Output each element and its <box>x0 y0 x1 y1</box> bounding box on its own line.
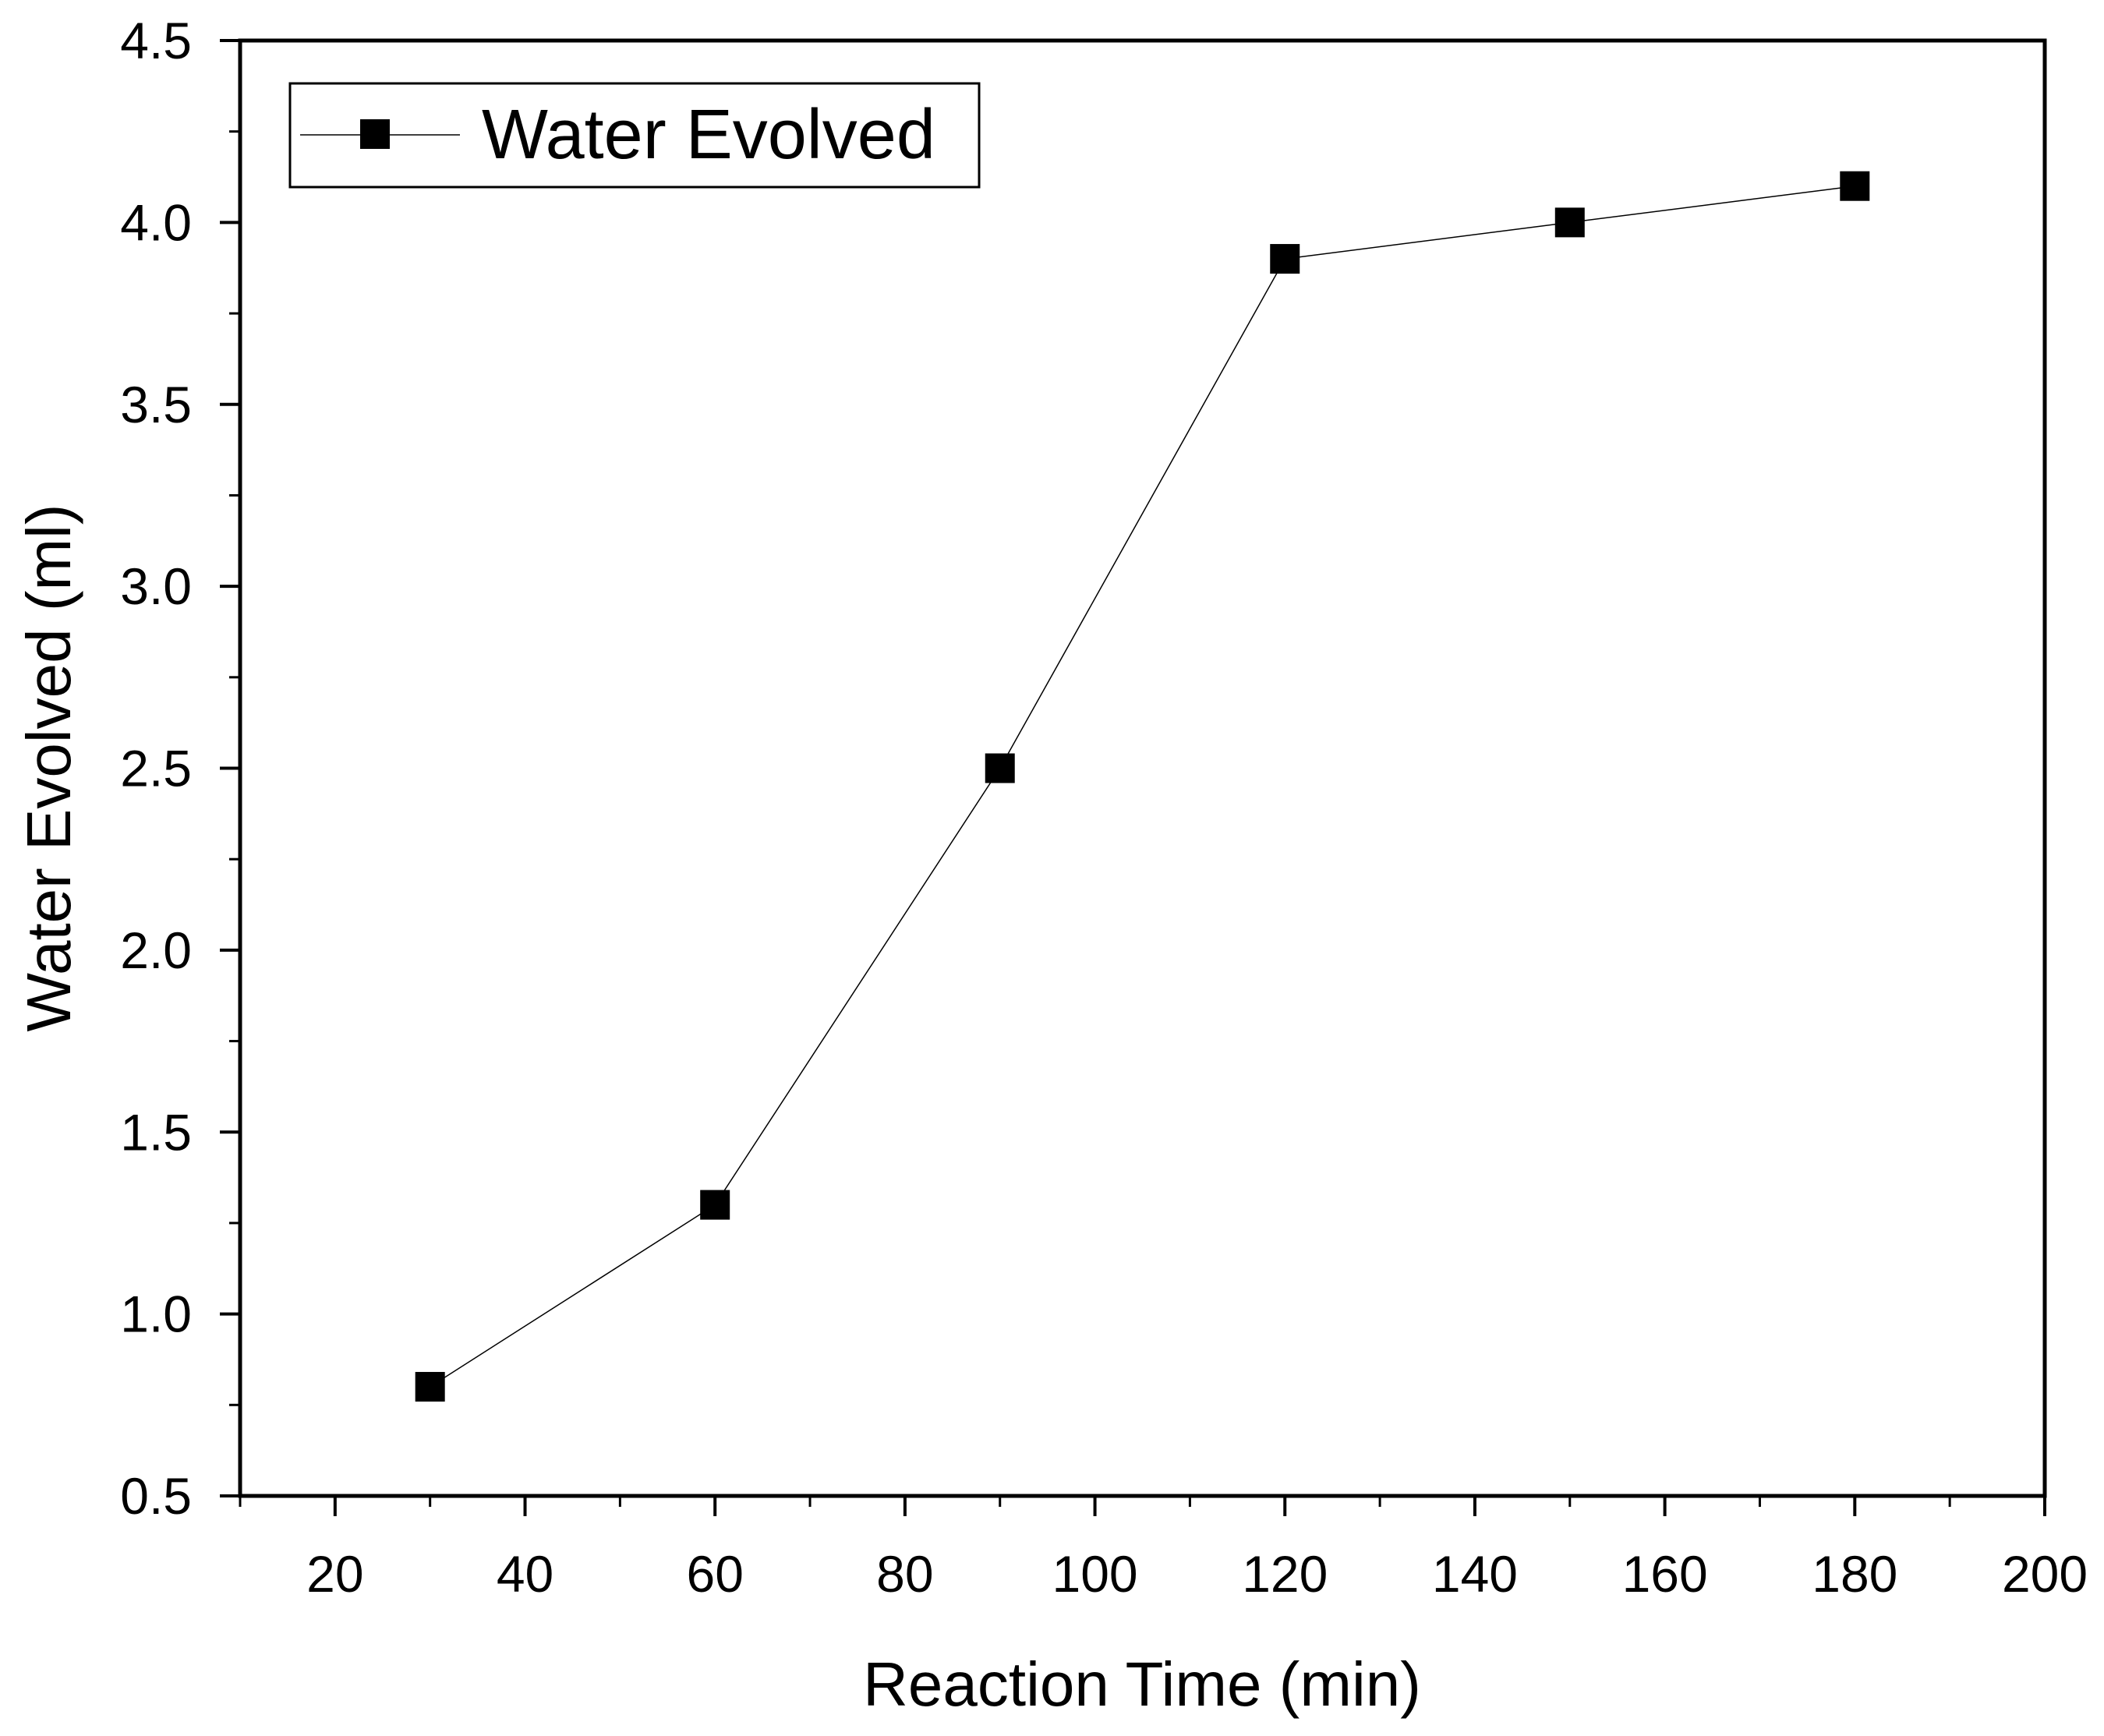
x-tick-label: 160 <box>1622 1545 1708 1603</box>
x-tick-label: 140 <box>1432 1545 1518 1603</box>
x-tick-label: 80 <box>876 1545 933 1603</box>
x-tick-labels: 20 40 60 80 100 120 140 160 180 200 <box>306 1545 2088 1603</box>
y-tick-label: 4.5 <box>120 12 192 69</box>
y-tick-label: 1.0 <box>120 1285 192 1343</box>
data-point-marker <box>1840 171 1870 201</box>
y-tick-label: 3.0 <box>120 557 192 615</box>
x-tick-label: 20 <box>306 1545 363 1603</box>
x-tick-label: 40 <box>497 1545 553 1603</box>
x-tick-label: 60 <box>686 1545 743 1603</box>
legend: Water Evolved <box>288 82 981 189</box>
data-point-marker <box>1270 244 1300 274</box>
y-tick-label: 3.5 <box>120 376 192 433</box>
y-tick-labels: 0.5 1.0 1.5 2.0 2.5 3.0 3.5 4.0 4.5 <box>120 12 192 1525</box>
data-point-marker <box>415 1371 445 1402</box>
y-tick-label: 0.5 <box>120 1467 192 1525</box>
y-tick-label: 4.0 <box>120 193 192 251</box>
x-tick-label: 180 <box>1812 1545 1897 1603</box>
plot-frame <box>238 38 2047 1498</box>
y-tick-label: 1.5 <box>120 1103 192 1161</box>
x-tick-label: 200 <box>2002 1545 2088 1603</box>
y-axis-title: Water Evolved (ml) <box>14 504 83 1031</box>
y-tick-label: 2.0 <box>120 921 192 979</box>
major-ticks <box>220 39 2046 1516</box>
x-axis-title: Reaction Time (min) <box>863 1649 1421 1719</box>
legend-marker-square <box>360 119 390 149</box>
x-tick-label: 120 <box>1242 1545 1328 1603</box>
y-tick-label: 2.5 <box>120 740 192 797</box>
x-tick-label: 100 <box>1052 1545 1138 1603</box>
data-point-marker <box>700 1190 730 1220</box>
series-line-water-evolved <box>430 185 1855 1388</box>
data-point-marker <box>1554 207 1585 238</box>
legend-label-water-evolved: Water Evolved <box>482 96 935 174</box>
series-layer <box>415 171 1870 1402</box>
data-point-marker <box>985 753 1015 783</box>
